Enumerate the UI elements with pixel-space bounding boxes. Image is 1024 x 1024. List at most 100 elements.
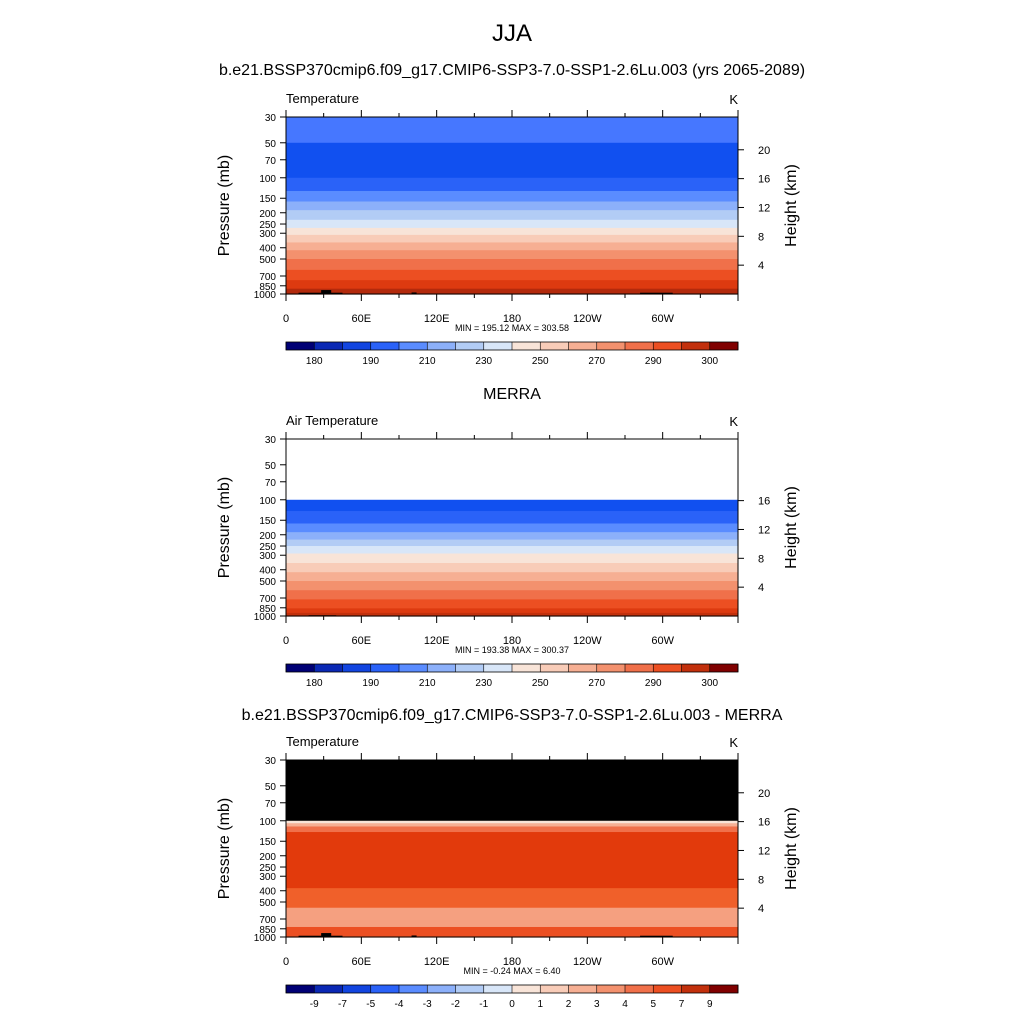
colorbar-label: 250 xyxy=(532,356,549,367)
x-tick-label: 60E xyxy=(352,635,372,647)
y-tick-label: 30 xyxy=(265,435,277,446)
contour-band xyxy=(286,499,738,512)
contour-band xyxy=(286,511,738,525)
x-tick-label: 180 xyxy=(503,313,521,325)
y-tick-label: 150 xyxy=(259,516,276,527)
y2-tick-label: 12 xyxy=(758,202,770,214)
colorbar-swatch xyxy=(512,342,541,350)
y-tick-label: 50 xyxy=(265,782,277,793)
panel-1: 3050701001502002503004005007008501000Pre… xyxy=(216,91,800,367)
topography-mask xyxy=(298,292,343,294)
colorbar-label: 230 xyxy=(475,678,492,689)
colorbar-label: 9 xyxy=(707,999,713,1010)
colorbar-label: 250 xyxy=(532,678,549,689)
y-tick-label: 1000 xyxy=(254,933,277,944)
colorbar-swatch xyxy=(286,342,315,350)
x-tick-label: 0 xyxy=(283,635,289,647)
panel-2-title: MERRA xyxy=(483,386,541,403)
y-tick-label: 400 xyxy=(259,566,276,577)
contour-band xyxy=(286,227,738,236)
contour-band xyxy=(286,572,738,582)
contour-band xyxy=(286,590,738,601)
y-tick-label: 400 xyxy=(259,244,276,255)
y2-tick-label: 12 xyxy=(758,845,770,857)
x-tick-label: 60W xyxy=(651,956,674,968)
y-tick-label: 70 xyxy=(265,156,277,167)
contour-band xyxy=(286,826,738,833)
y-tick-label: 150 xyxy=(259,194,276,205)
contour-band xyxy=(286,820,738,824)
contour-band xyxy=(286,760,738,822)
colorbar-swatch xyxy=(314,664,343,672)
colorbar-swatch xyxy=(625,342,654,350)
y2-axis-label: Height (km) xyxy=(783,164,800,247)
contour-band xyxy=(286,539,738,547)
contour-band xyxy=(286,259,738,271)
topography-mask xyxy=(321,933,332,937)
colorbar-label: 7 xyxy=(679,999,685,1010)
y-tick-label: 400 xyxy=(259,887,276,898)
y-tick-label: 300 xyxy=(259,551,276,562)
y-tick-label: 850 xyxy=(259,925,276,936)
topography-mask xyxy=(298,935,343,937)
y-tick-label: 700 xyxy=(259,915,276,926)
colorbar-label: -7 xyxy=(338,999,347,1010)
colorbar-swatch xyxy=(568,985,598,993)
y2-tick-label: 20 xyxy=(758,788,770,800)
x-tick-label: 120E xyxy=(424,313,450,325)
y-tick-label: 500 xyxy=(259,577,276,588)
colorbar-swatch xyxy=(709,342,739,350)
colorbar-label: -2 xyxy=(451,999,460,1010)
colorbar-swatch xyxy=(568,664,598,672)
colorbar-swatch xyxy=(681,342,711,350)
colorbar-swatch xyxy=(455,342,485,350)
contour-band xyxy=(286,612,738,617)
contour-band xyxy=(286,142,738,179)
min-max-stats: MIN = -0.24 MAX = 6.40 xyxy=(463,966,560,976)
colorbar-label: 3 xyxy=(594,999,600,1010)
topography-mask xyxy=(411,935,417,937)
colorbar-swatch xyxy=(709,664,739,672)
contour-band xyxy=(286,117,738,144)
contour-band xyxy=(286,269,738,281)
units-label: K xyxy=(729,92,738,107)
x-tick-label: 120W xyxy=(573,313,602,325)
variable-label: Temperature xyxy=(286,91,359,106)
x-tick-label: 120W xyxy=(573,635,602,647)
contour-band xyxy=(286,210,738,221)
topography-mask xyxy=(411,292,417,294)
x-tick-label: 180 xyxy=(503,635,521,647)
y2-tick-label: 4 xyxy=(758,903,764,915)
colorbar-label: -5 xyxy=(366,999,375,1010)
y2-tick-label: 12 xyxy=(758,524,770,536)
colorbar-swatch xyxy=(286,985,315,993)
panel-3: 3050701001502002503004005007008501000Pre… xyxy=(216,734,800,1010)
colorbar-frame xyxy=(285,341,739,351)
y-tick-label: 250 xyxy=(259,542,276,553)
contour-band xyxy=(286,608,738,614)
contour-band xyxy=(286,288,738,295)
x-tick-label: 180 xyxy=(503,956,521,968)
contour-band xyxy=(286,907,738,928)
colorbar-label: 210 xyxy=(419,678,436,689)
y-tick-label: 700 xyxy=(259,594,276,605)
y2-axis-label: Height (km) xyxy=(783,807,800,890)
colorbar-label: 180 xyxy=(306,678,323,689)
colorbar-swatch xyxy=(314,342,343,350)
colorbar-label: 190 xyxy=(362,678,379,689)
colorbar-swatch xyxy=(342,342,372,350)
y-tick-label: 70 xyxy=(265,478,277,489)
y-tick-label: 250 xyxy=(259,863,276,874)
contour-band xyxy=(286,832,738,889)
y-tick-label: 100 xyxy=(259,174,276,185)
contour-band xyxy=(286,201,738,211)
y-axis-label: Pressure (mb) xyxy=(216,155,233,256)
colorbar-label: 5 xyxy=(650,999,656,1010)
y-tick-label: 150 xyxy=(259,837,276,848)
colorbar-label: 180 xyxy=(306,356,323,367)
colorbar-label: 0 xyxy=(509,999,515,1010)
colorbar-swatch xyxy=(512,664,541,672)
x-tick-label: 60E xyxy=(352,313,372,325)
x-tick-label: 120E xyxy=(424,635,450,647)
